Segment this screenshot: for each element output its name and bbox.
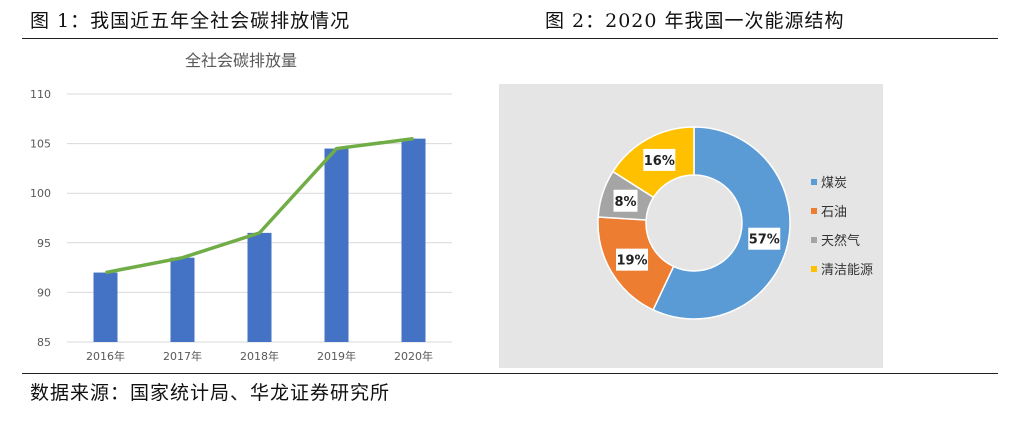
slice-labels: 57% 19% 8% 16%: [613, 148, 781, 271]
legend-swatch: [811, 266, 817, 272]
x-tick-label: 2017年: [163, 349, 202, 363]
bottom-rule: [22, 373, 998, 374]
y-tick-label: 105: [30, 138, 51, 151]
chart-title: 全社会碳排放量: [185, 51, 297, 70]
bar: [247, 232, 272, 342]
y-tick-label: 95: [37, 237, 51, 250]
x-tick-label: 2020年: [394, 349, 433, 363]
figure-1-title: 图 1：我国近五年全社会碳排放情况: [30, 10, 351, 32]
legend-label: 清洁能源: [821, 263, 873, 278]
top-rule: [22, 38, 998, 39]
legend-swatch: [811, 208, 817, 214]
data-label-box: [643, 148, 676, 171]
line-series: [105, 136, 414, 275]
trend-line: [105, 136, 414, 275]
source-note: 数据来源：国家统计局、华龙证券研究所: [30, 382, 391, 404]
x-axis-ticks: 2016年 2017年 2018年 2019年 2020年: [86, 349, 433, 363]
legend-label: 石油: [821, 205, 847, 220]
data-label-box: [616, 248, 649, 271]
y-axis-ticks: 85 90 95 100 105 110: [30, 88, 51, 349]
data-label-box: [613, 189, 638, 212]
y-tick-label: 85: [37, 336, 51, 349]
data-label: 16%: [644, 154, 675, 169]
y-tick-label: 110: [30, 88, 51, 101]
bar: [170, 257, 195, 342]
x-tick-label: 2019年: [317, 349, 356, 363]
bar: [401, 138, 426, 342]
data-label-box: [748, 227, 781, 250]
legend-swatch: [811, 237, 817, 243]
data-label: 57%: [749, 233, 780, 248]
data-label: 19%: [616, 254, 647, 269]
legend-swatch: [811, 179, 817, 185]
y-tick-label: 100: [30, 187, 51, 200]
donut-slice: [652, 126, 791, 320]
figure-2-title: 图 2：2020 年我国一次能源结构: [545, 10, 845, 32]
bar: [93, 272, 118, 342]
donut-slices: [597, 126, 791, 320]
data-label: 8%: [614, 195, 636, 210]
x-tick-label: 2018年: [240, 349, 279, 363]
bar: [324, 148, 349, 342]
legend-label: 天然气: [821, 233, 860, 249]
legend-label: 煤炭: [821, 176, 847, 191]
y-tick-label: 90: [37, 286, 51, 299]
bars: [93, 138, 426, 342]
x-tick-label: 2016年: [86, 349, 125, 363]
